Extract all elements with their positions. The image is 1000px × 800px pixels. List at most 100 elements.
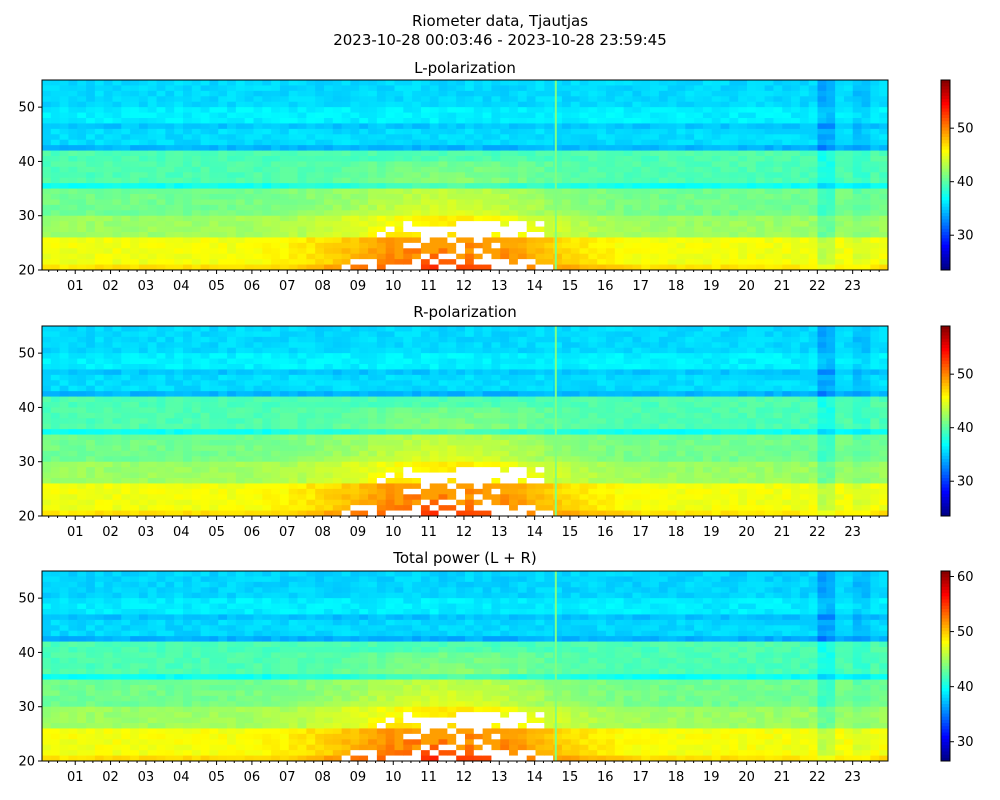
heatmap-cell — [376, 407, 387, 414]
heatmap-cell — [253, 364, 263, 370]
heatmap-cell — [200, 412, 210, 419]
heatmap-cell — [68, 128, 78, 135]
heatmap-cell — [350, 450, 360, 457]
heatmap-cell — [403, 183, 413, 189]
heatmap-cell — [641, 107, 651, 113]
colorbar-step — [941, 225, 950, 230]
heatmap-cell — [103, 478, 113, 484]
heatmap-cell — [852, 139, 862, 146]
heatmap-cell — [297, 128, 307, 135]
heatmap-cell — [808, 194, 818, 200]
heatmap-cell — [879, 237, 889, 244]
heatmap-cell — [200, 456, 210, 463]
heatmap-cell — [711, 112, 721, 119]
heatmap-cell — [227, 467, 237, 473]
heatmap-cell — [403, 172, 413, 179]
heatmap-cell — [711, 156, 721, 162]
heatmap-cell — [121, 434, 131, 441]
heatmap-cell — [306, 483, 316, 490]
heatmap-cell — [94, 96, 105, 103]
heatmap-cell — [359, 380, 369, 387]
colorbar-step — [941, 184, 950, 189]
heatmap-cell — [782, 264, 792, 271]
heatmap-cell — [42, 440, 52, 446]
heatmap-cell — [77, 336, 87, 343]
heatmap-cell — [94, 259, 105, 265]
heatmap-cell — [394, 210, 404, 217]
heatmap-cell — [59, 172, 69, 179]
heatmap-cell — [394, 172, 404, 179]
heatmap-cell — [147, 369, 157, 376]
heatmap-cell — [324, 478, 334, 484]
heatmap-cell — [253, 221, 263, 227]
heatmap-cell — [138, 429, 149, 435]
heatmap-cell — [535, 248, 545, 255]
heatmap-cell — [121, 80, 131, 86]
heatmap-cell — [59, 347, 69, 354]
heatmap-cell — [147, 445, 157, 452]
heatmap-cell — [306, 385, 316, 392]
heatmap-cell — [588, 226, 598, 233]
heatmap-cell — [94, 499, 105, 506]
heatmap-cell — [641, 80, 651, 86]
heatmap-cell — [262, 188, 272, 195]
heatmap-cell — [861, 101, 871, 108]
heatmap-cell — [368, 418, 378, 425]
heatmap-cell — [429, 264, 439, 271]
heatmap-cell — [200, 188, 210, 195]
heatmap-cell — [835, 210, 845, 217]
heatmap-cell — [297, 342, 307, 349]
heatmap-cell — [332, 226, 343, 233]
heatmap-cell — [68, 418, 78, 425]
heatmap-cell — [183, 150, 193, 157]
heatmap-cell — [729, 128, 739, 135]
heatmap-cell — [253, 467, 263, 473]
heatmap-cell — [544, 253, 554, 260]
heatmap-cell — [218, 80, 228, 86]
heatmap-cell — [465, 237, 475, 244]
heatmap-cell — [482, 139, 492, 146]
heatmap-cell — [614, 237, 625, 244]
heatmap-cell — [694, 210, 704, 217]
heatmap-cell — [68, 331, 78, 338]
heatmap-cell — [112, 423, 122, 430]
heatmap-cell — [200, 499, 210, 506]
heatmap-cell — [368, 221, 378, 227]
heatmap-cell — [68, 402, 78, 408]
heatmap-cell — [94, 385, 105, 392]
heatmap-cell — [130, 177, 140, 184]
heatmap-cell — [315, 80, 325, 86]
heatmap-cell — [667, 264, 677, 271]
heatmap-cell — [791, 101, 801, 108]
heatmap-cell — [456, 226, 466, 233]
heatmap-cell — [632, 118, 642, 124]
heatmap-cell — [77, 391, 87, 397]
heatmap-cell — [279, 423, 290, 430]
heatmap-cell — [262, 183, 272, 189]
heatmap-cell — [491, 128, 501, 135]
heatmap-cell — [412, 90, 422, 97]
heatmap-cell — [553, 177, 563, 184]
heatmap-cell — [315, 347, 325, 354]
heatmap-cell — [711, 188, 721, 195]
heatmap-cell — [227, 510, 237, 517]
heatmap-cell — [394, 364, 404, 370]
heatmap-cell — [711, 161, 721, 168]
heatmap-cell — [570, 237, 580, 244]
heatmap-cell — [420, 194, 431, 200]
heatmap-cell — [394, 183, 404, 189]
heatmap-cell — [130, 215, 140, 222]
heatmap-cell — [773, 232, 783, 238]
heatmap-cell — [420, 118, 431, 124]
heatmap-cell — [103, 488, 113, 495]
heatmap-cell — [235, 188, 246, 195]
heatmap-cell — [103, 166, 113, 173]
heatmap-cell — [200, 183, 210, 189]
heatmap-cell — [227, 237, 237, 244]
heatmap-cell — [641, 85, 651, 92]
heatmap-cell — [165, 412, 175, 419]
heatmap-cell — [174, 85, 184, 92]
x-tick-label: 21 — [774, 279, 791, 294]
heatmap-cell — [658, 172, 669, 179]
heatmap-cell — [59, 118, 69, 124]
